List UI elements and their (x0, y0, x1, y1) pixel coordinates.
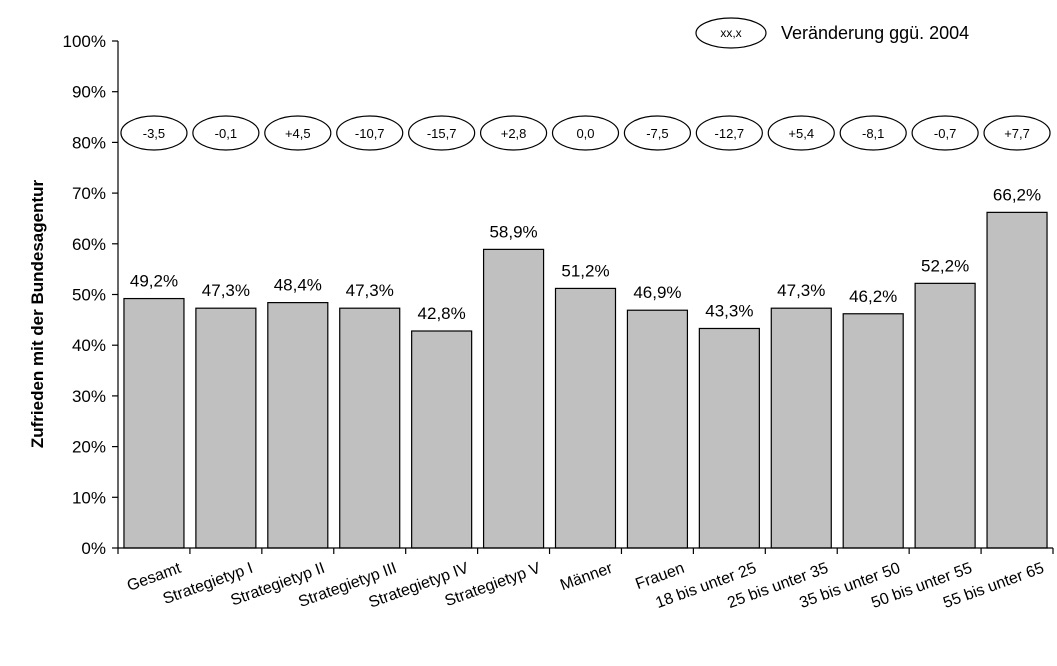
data-label: 47,3% (202, 281, 250, 300)
change-bubble (192, 115, 260, 151)
y-tick-label: 40% (72, 336, 106, 355)
bar (123, 297, 185, 549)
data-label: 47,3% (346, 281, 394, 300)
change-label: -15,7 (427, 126, 457, 141)
bar (339, 307, 401, 549)
change-label: 0,0 (576, 126, 594, 141)
change-label: +2,8 (501, 126, 527, 141)
change-label: +5,4 (788, 126, 814, 141)
change-label: -12,7 (715, 126, 745, 141)
y-tick-label: 20% (72, 438, 106, 457)
change-bubble (264, 115, 332, 151)
data-label: 66,2% (993, 185, 1041, 204)
change-bubble (479, 115, 548, 151)
bar (986, 211, 1048, 549)
value-labels: 49,2% 47,3% 48,4% 47,3% 42,8% 58,9% 51,2% 46,9%… (130, 185, 1041, 323)
change-bubble (551, 115, 620, 151)
change-label: -0,7 (934, 126, 956, 141)
data-label: 47,3% (777, 281, 825, 300)
data-label: 42,8% (418, 304, 466, 323)
bar (842, 313, 904, 549)
bar (482, 248, 545, 549)
y-tick-label: 50% (72, 286, 106, 305)
data-label: 46,2% (849, 287, 897, 306)
y-tick-label: 90% (72, 83, 106, 102)
bar (698, 327, 760, 549)
data-label: 48,4% (274, 276, 322, 295)
y-tick-label: 100% (63, 32, 106, 51)
change-label: -10,7 (355, 126, 385, 141)
data-label: 49,2% (130, 272, 178, 291)
y-tick-label: 10% (72, 488, 106, 507)
change-bubbles: -3,5 -0,1 +4,5 -10,7 -15,7 +2,8 0,0 -7,5 -12,7 +5… (120, 115, 1051, 151)
change-bubble (767, 115, 835, 151)
x-tick-label: Männer (558, 560, 615, 595)
change-bubble (336, 115, 404, 151)
change-label: -7,5 (646, 126, 668, 141)
y-axis: 0% 10% 20% 30% 40% 50% 60% 70% 80% 90% 100% (63, 32, 119, 558)
data-label: 46,9% (633, 283, 681, 302)
legend-label: Veränderung ggü. 2004 (781, 23, 969, 43)
y-axis-label: Zufrieden mit der Bundesagentur (28, 179, 47, 448)
data-label: 51,2% (561, 261, 609, 280)
legend-key-ellipse (695, 17, 767, 49)
change-bubble (408, 115, 476, 151)
bar (554, 287, 617, 549)
change-label: -0,1 (215, 126, 237, 141)
data-label: 52,2% (921, 256, 969, 275)
change-label: -3,5 (143, 126, 165, 141)
bar (195, 307, 257, 549)
change-label: +7,7 (1004, 126, 1030, 141)
change-bubble (911, 115, 979, 151)
change-bubble (983, 115, 1051, 151)
data-label: 43,3% (705, 301, 753, 320)
change-label: +4,5 (285, 126, 311, 141)
change-bubble (839, 115, 907, 151)
y-tick-label: 0% (81, 539, 106, 558)
y-tick-label: 80% (72, 133, 106, 152)
bar (626, 309, 689, 549)
bar (411, 330, 473, 549)
y-tick-label: 60% (72, 235, 106, 254)
legend: xx,x Veränderung ggü. 2004 (695, 17, 969, 49)
change-label: -8,1 (862, 126, 884, 141)
y-tick-label: 70% (72, 184, 106, 203)
change-bubble (120, 115, 188, 151)
bar (914, 282, 976, 549)
bars (123, 211, 1048, 549)
legend-key-text: xx,x (720, 26, 741, 40)
data-label: 58,9% (489, 222, 537, 241)
bar (267, 302, 329, 549)
change-bubble (695, 115, 763, 151)
change-bubble (623, 115, 692, 151)
bar (770, 307, 832, 549)
y-tick-label: 30% (72, 387, 106, 406)
